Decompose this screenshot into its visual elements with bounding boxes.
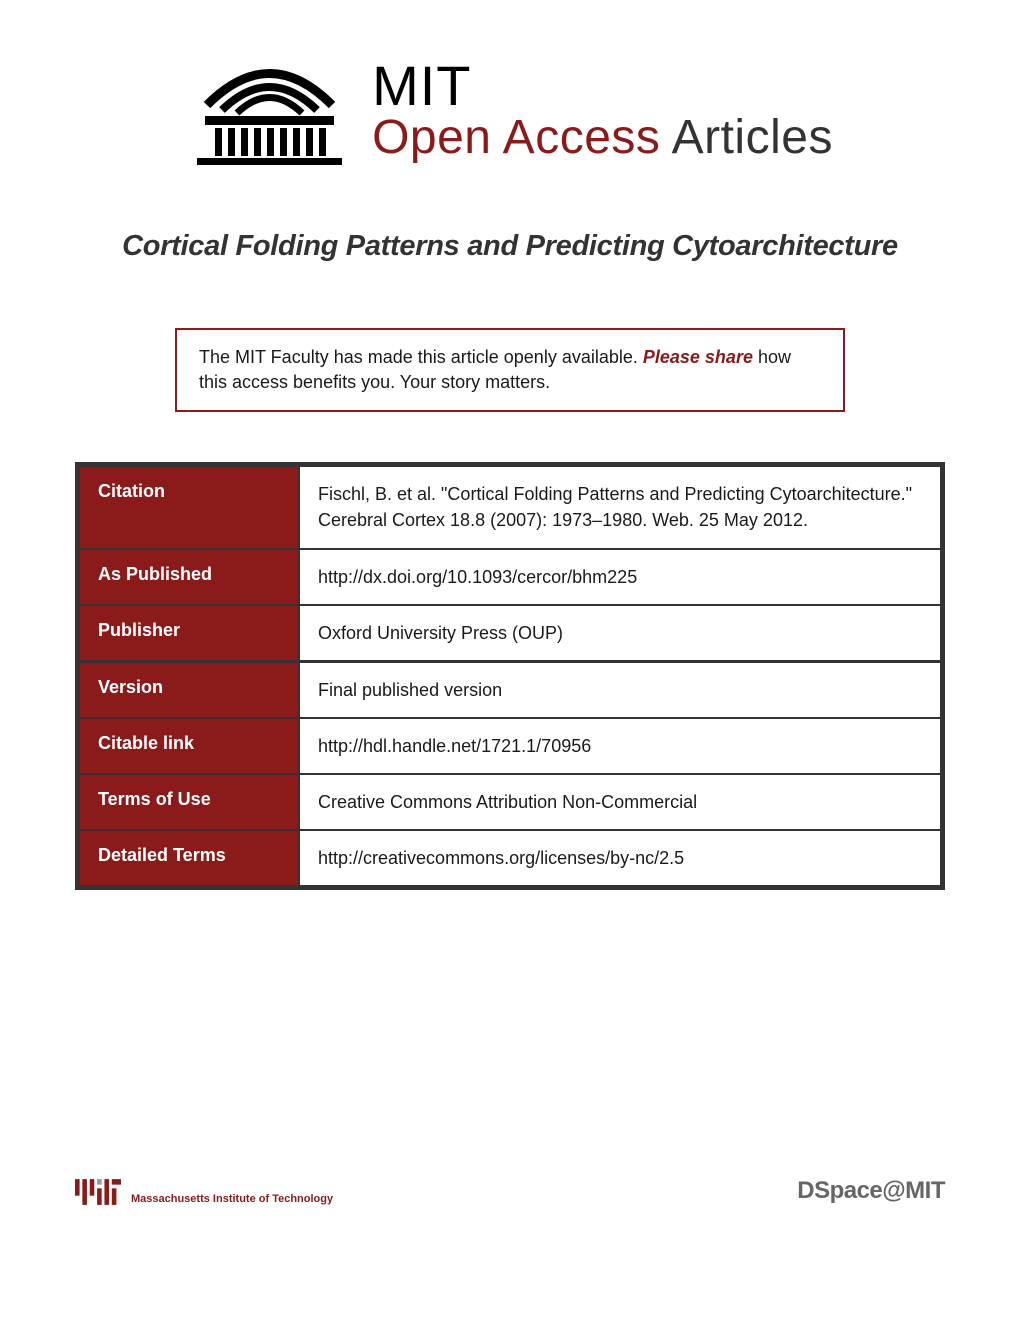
metadata-value: Oxford University Press (OUP) bbox=[299, 605, 941, 661]
logo-text-block: MIT Open Access Articles bbox=[372, 58, 833, 162]
metadata-table: CitationFischl, B. et al. "Cortical Fold… bbox=[75, 462, 945, 890]
footer-left: Massachusetts Institute of Technology bbox=[75, 1179, 333, 1205]
table-row: VersionFinal published version bbox=[79, 661, 941, 718]
table-row: Detailed Termshttp://creativecommons.org… bbox=[79, 830, 941, 886]
metadata-value: http://hdl.handle.net/1721.1/70956 bbox=[299, 718, 941, 774]
logo-articles: Articles bbox=[660, 111, 833, 164]
metadata-label: Citable link bbox=[79, 718, 299, 774]
please-share-link[interactable]: Please share bbox=[643, 347, 753, 367]
metadata-label: Citation bbox=[79, 466, 299, 548]
metadata-label: Version bbox=[79, 661, 299, 718]
logo-subtitle: Open Access Articles bbox=[372, 114, 833, 162]
metadata-label: Terms of Use bbox=[79, 774, 299, 830]
article-title: Cortical Folding Patterns and Predicting… bbox=[75, 230, 945, 263]
header-logo: MIT Open Access Articles bbox=[75, 50, 945, 170]
table-row: CitationFischl, B. et al. "Cortical Fold… bbox=[79, 466, 941, 548]
metadata-label: Detailed Terms bbox=[79, 830, 299, 886]
metadata-label: As Published bbox=[79, 549, 299, 605]
notice-text-before: The MIT Faculty has made this article op… bbox=[199, 347, 643, 367]
metadata-label: Publisher bbox=[79, 605, 299, 661]
notice-box: The MIT Faculty has made this article op… bbox=[175, 328, 845, 412]
metadata-value: http://dx.doi.org/10.1093/cercor/bhm225 bbox=[299, 549, 941, 605]
mit-dome-icon bbox=[187, 50, 352, 170]
metadata-value: Final published version bbox=[299, 661, 941, 718]
logo-open-access: Open Access bbox=[372, 111, 660, 164]
metadata-value: Creative Commons Attribution Non-Commerc… bbox=[299, 774, 941, 830]
mit-logo-icon bbox=[75, 1179, 121, 1205]
mit-name-text: Massachusetts Institute of Technology bbox=[131, 1193, 333, 1205]
dspace-text: DSpace@MIT bbox=[797, 1177, 945, 1205]
table-row: Citable linkhttp://hdl.handle.net/1721.1… bbox=[79, 718, 941, 774]
table-row: Terms of UseCreative Commons Attribution… bbox=[79, 774, 941, 830]
table-row: As Publishedhttp://dx.doi.org/10.1093/ce… bbox=[79, 549, 941, 605]
metadata-value: Fischl, B. et al. "Cortical Folding Patt… bbox=[299, 466, 941, 548]
logo-mit-text: MIT bbox=[372, 58, 833, 114]
table-row: PublisherOxford University Press (OUP) bbox=[79, 605, 941, 661]
footer: Massachusetts Institute of Technology DS… bbox=[75, 1177, 945, 1205]
metadata-value: http://creativecommons.org/licenses/by-n… bbox=[299, 830, 941, 886]
